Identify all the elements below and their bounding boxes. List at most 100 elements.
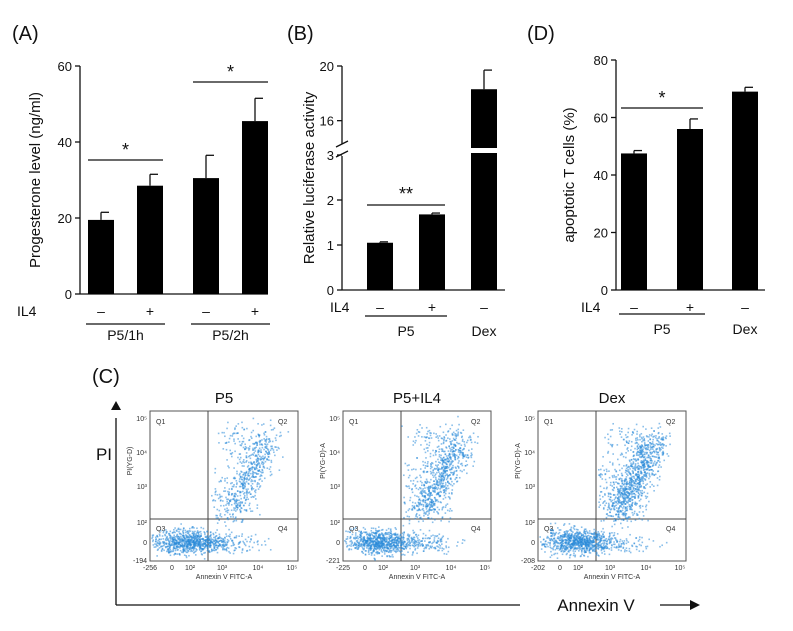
flow-dot	[227, 465, 229, 467]
flow-dot	[560, 538, 563, 540]
flow-dot	[615, 500, 618, 503]
flow-dot	[166, 536, 168, 539]
flow-dot	[544, 551, 546, 553]
flow-dot	[425, 471, 428, 473]
flow-dot	[278, 469, 281, 472]
flow-dot	[381, 537, 383, 540]
flow-x-tick-label: -202	[531, 565, 545, 572]
flow-dot	[261, 446, 264, 449]
flow-dot	[400, 543, 403, 546]
flow-dot	[270, 447, 273, 450]
flow-dot	[424, 546, 426, 549]
flow-dot	[421, 427, 423, 429]
flow-dot	[240, 462, 243, 464]
flow-dot	[433, 502, 435, 505]
flow-dot	[239, 503, 242, 506]
flow-dot	[435, 493, 438, 496]
flow-dot	[369, 540, 372, 542]
flow-dot	[436, 542, 438, 544]
flow-dot	[638, 465, 640, 467]
flow-dot	[464, 454, 467, 456]
flow-dot	[445, 455, 448, 457]
flow-dot	[626, 505, 629, 508]
flow-dot	[629, 508, 631, 510]
quadrant-label: Q2	[278, 419, 287, 426]
flow-dot	[597, 554, 599, 557]
flow-dot	[402, 543, 405, 546]
flow-dot	[241, 535, 243, 537]
flow-dot	[248, 468, 250, 471]
flow-dot	[267, 449, 270, 451]
flow-dot	[383, 553, 386, 555]
flow-dot	[171, 542, 174, 544]
bar	[621, 153, 647, 290]
flow-dot	[220, 499, 222, 501]
flow-dot	[254, 468, 257, 471]
flow-dot	[432, 534, 434, 537]
flow-dot	[251, 486, 253, 489]
flow-dot	[579, 543, 582, 546]
flow-dot	[424, 461, 426, 464]
flow-dot	[198, 547, 201, 550]
flow-dot	[456, 465, 459, 468]
flow-dot	[574, 538, 577, 541]
significance-mark: *	[122, 140, 129, 160]
flow-dot	[233, 440, 235, 442]
flow-dot	[365, 533, 368, 536]
flow-dot	[180, 540, 182, 543]
flow-dot	[393, 533, 396, 536]
panel-label: (D)	[527, 23, 555, 45]
flow-dot	[429, 465, 432, 468]
flow-dot	[622, 514, 625, 517]
flow-dot	[470, 452, 473, 455]
flow-dot	[463, 539, 466, 542]
flow-dot	[423, 436, 426, 438]
flow-dot	[419, 544, 421, 547]
flow-dot	[653, 462, 655, 465]
flow-dot	[405, 511, 408, 513]
flow-dot	[222, 547, 224, 550]
flow-dot	[428, 529, 431, 532]
flow-dot	[163, 540, 165, 543]
flow-dot	[460, 451, 462, 454]
flow-dot	[182, 529, 185, 532]
flow-dot	[567, 535, 570, 538]
flow-dot	[178, 552, 181, 555]
flow-dot	[253, 476, 255, 479]
flow-dot	[608, 504, 610, 506]
flow-dot	[218, 543, 221, 546]
flow-dot	[408, 485, 410, 488]
flow-dot	[632, 495, 635, 498]
flow-dot	[577, 543, 580, 545]
flow-dot	[542, 538, 545, 541]
flow-dot	[457, 456, 460, 459]
flow-dot	[622, 483, 625, 486]
flow-dot	[244, 475, 246, 477]
flow-dot	[242, 459, 245, 461]
flow-dot	[416, 480, 419, 483]
flow-dot	[445, 474, 447, 476]
flow-dot	[265, 443, 267, 446]
flow-dot	[622, 496, 625, 499]
flow-dot	[254, 450, 257, 452]
flow-dot	[440, 537, 443, 540]
flow-dot	[655, 443, 658, 445]
flow-dot	[428, 494, 431, 497]
flow-dot	[224, 548, 226, 551]
flow-dot	[596, 532, 598, 535]
flow-dot	[541, 543, 544, 546]
flow-dot	[453, 452, 455, 455]
flow-dot	[257, 451, 260, 453]
flow-dot	[434, 473, 437, 476]
flow-dot	[394, 527, 397, 529]
flow-dot	[545, 546, 547, 548]
flow-dot	[634, 464, 637, 467]
flow-dot	[181, 538, 184, 540]
flow-dot	[567, 530, 569, 532]
flow-dot	[444, 512, 447, 514]
flow-dot	[198, 549, 201, 551]
flow-dot	[634, 496, 637, 498]
flow-dot	[443, 552, 446, 555]
flow-dot	[443, 476, 446, 479]
y-tick-label: 60	[58, 59, 72, 74]
